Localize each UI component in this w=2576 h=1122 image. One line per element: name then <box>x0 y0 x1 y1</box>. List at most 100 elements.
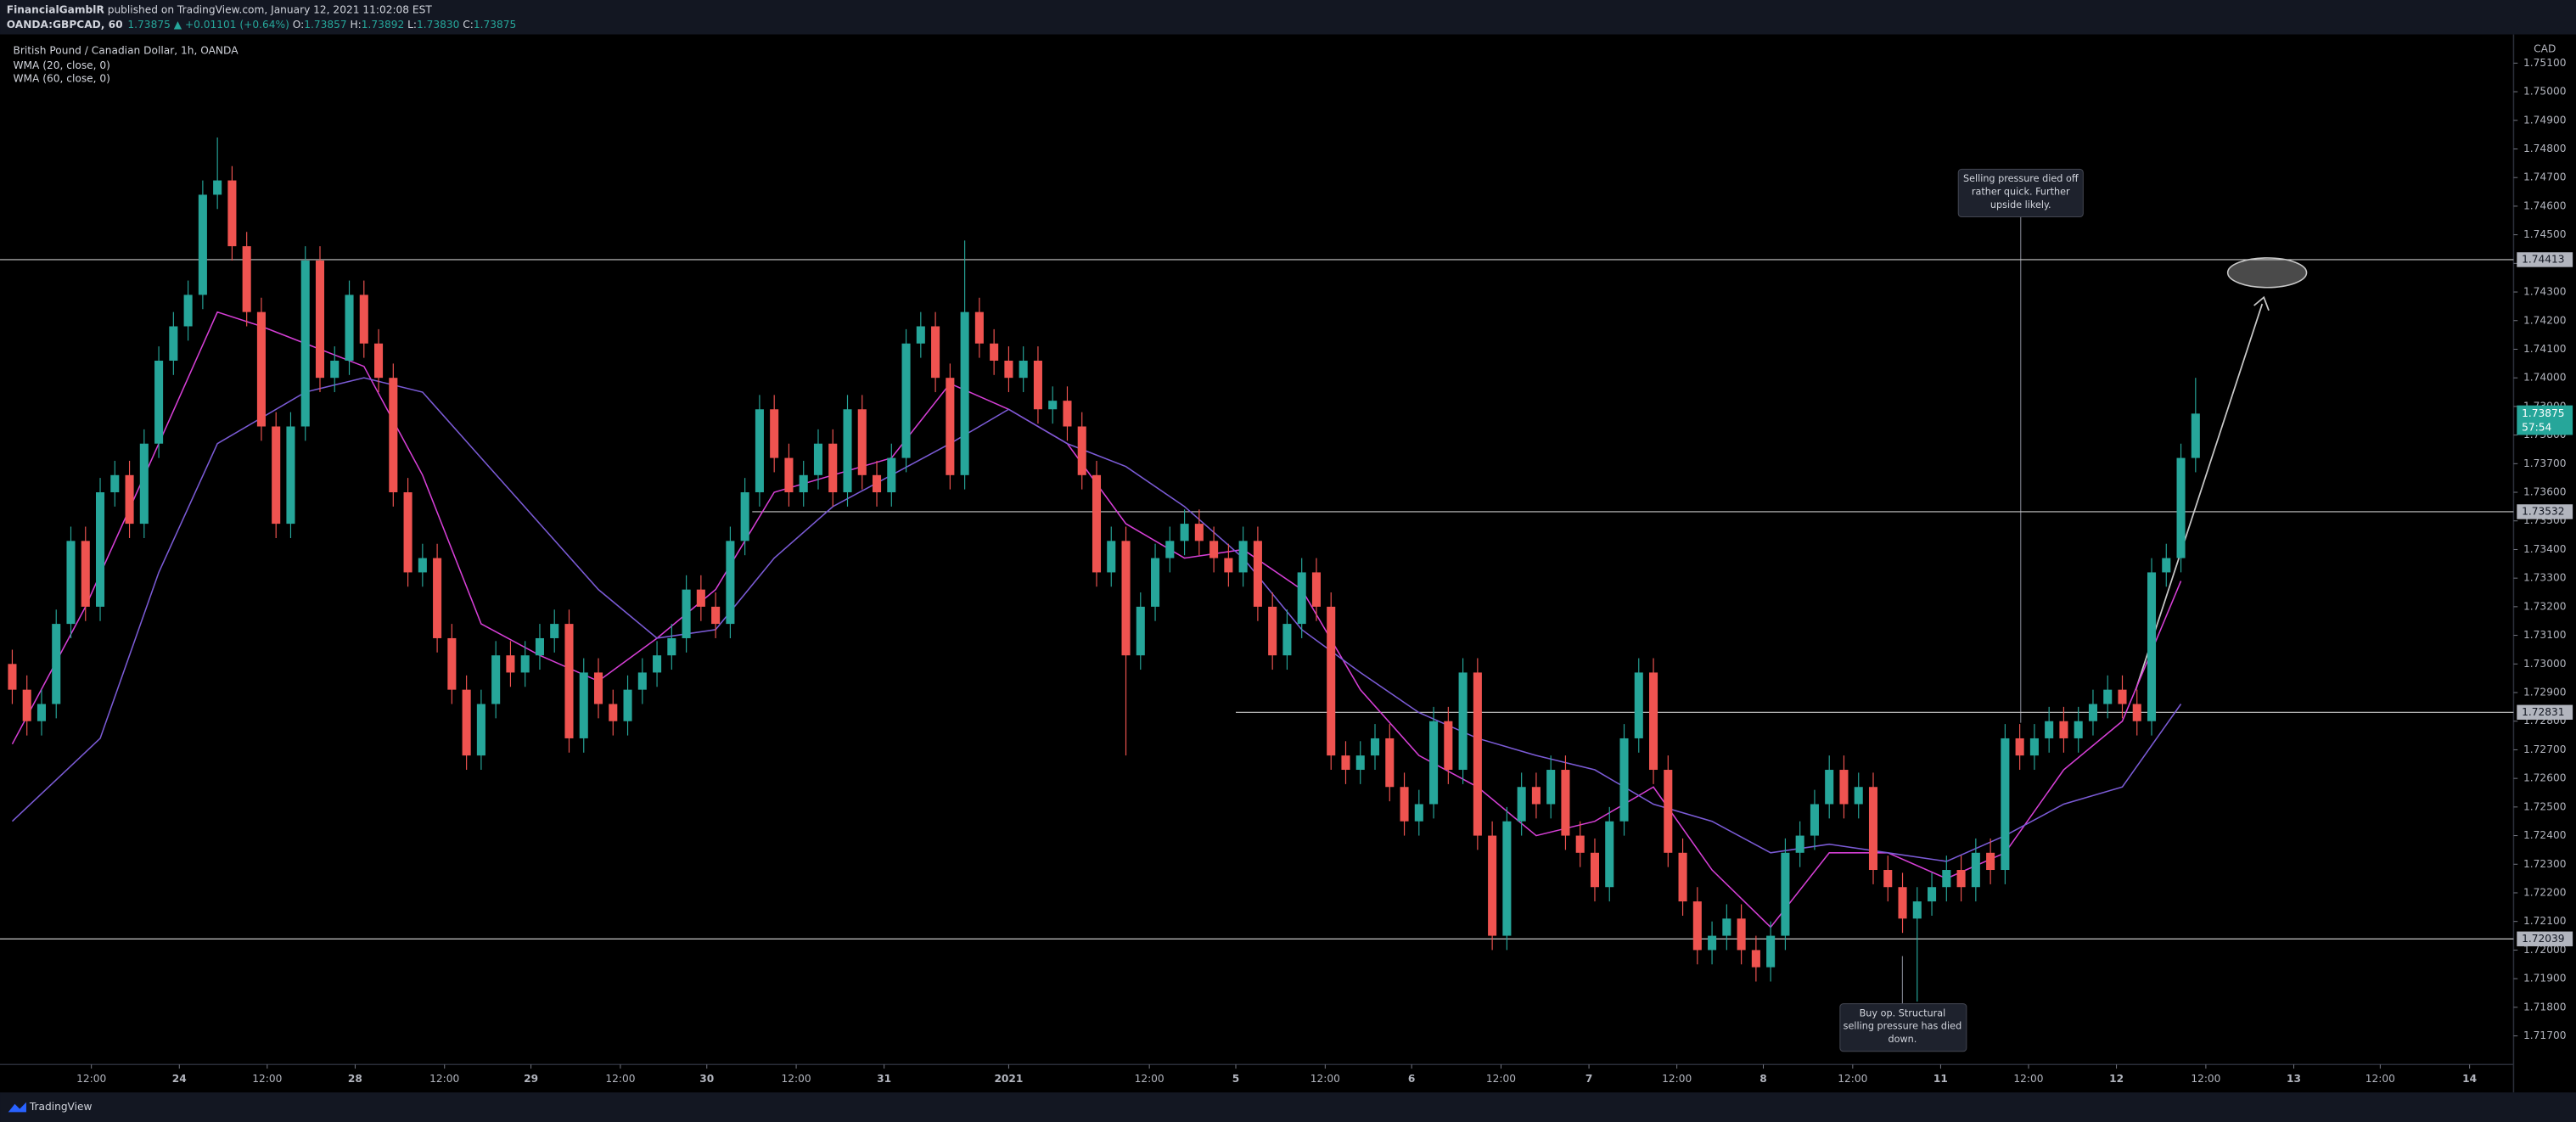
level-price: 1.73532 <box>2522 505 2564 517</box>
candle-body <box>1722 918 1731 936</box>
candle-body <box>931 326 940 379</box>
candle-body <box>447 637 457 690</box>
candle-body <box>22 689 31 721</box>
candle-body <box>1839 770 1849 805</box>
candle-body <box>609 704 618 721</box>
x-tick-label: 12:00 <box>2366 1073 2395 1085</box>
candle-body <box>1575 835 1585 853</box>
candle-body <box>1414 804 1423 822</box>
candle-body <box>433 558 442 638</box>
candle-body <box>2162 558 2171 573</box>
candle-body <box>887 457 896 493</box>
candle-body <box>1473 672 1482 836</box>
candle-body <box>2118 689 2127 704</box>
y-tick-label: 1.72100 <box>2523 915 2566 927</box>
last-price-box <box>2517 405 2573 435</box>
candle-body <box>1692 901 1702 951</box>
annotation-box <box>1839 1003 1967 1052</box>
candle-body <box>2147 572 2157 721</box>
candle-body <box>1077 426 1086 475</box>
candle-body <box>1151 558 1160 607</box>
legend-entry: WMA (20, close, 0) <box>13 59 109 71</box>
stat-label: H: <box>351 19 362 31</box>
x-tick-label: 12:00 <box>2191 1073 2220 1085</box>
x-tick-label: 12:00 <box>252 1073 282 1085</box>
candle-body <box>755 409 764 493</box>
y-tick-label: 1.73100 <box>2523 629 2566 641</box>
x-tick-label: 29 <box>524 1073 538 1085</box>
logo-shape <box>8 1102 26 1113</box>
y-tick-label: 1.72600 <box>2523 772 2566 784</box>
y-tick-label: 1.74000 <box>2523 372 2566 384</box>
candle-body <box>2059 721 2068 738</box>
candle-body <box>520 655 530 673</box>
candle-body <box>1912 901 1922 919</box>
published: published on TradingView.com, January 12… <box>108 3 433 15</box>
candle-body <box>1385 738 1395 788</box>
candle-body <box>389 378 398 493</box>
candle-body <box>154 360 164 444</box>
y-tick-label: 1.73400 <box>2523 543 2566 555</box>
price-axis <box>2513 34 2576 1093</box>
x-tick-label: 12:00 <box>1135 1073 1165 1085</box>
candle-body <box>1107 541 1116 573</box>
annotation-text: Selling pressure died off <box>1963 173 2079 184</box>
annotation-text: down. <box>1888 1034 1917 1045</box>
stat-value: 1.73875 <box>474 19 516 31</box>
candle-body <box>418 558 427 573</box>
level-price: 1.74413 <box>2522 253 2564 265</box>
candle-body <box>828 443 838 493</box>
x-tick-label: 31 <box>877 1073 891 1085</box>
header-line: FinancialGamblR published on TradingView.… <box>7 3 433 15</box>
candle-body <box>2176 457 2186 558</box>
candle-body <box>1136 606 1145 656</box>
candle-body <box>1355 755 1365 771</box>
x-tick-label: 24 <box>172 1073 187 1085</box>
change: ▲ +0.01101 (+0.64%) <box>174 19 289 31</box>
x-tick-label: 12:00 <box>76 1073 106 1085</box>
candle-body <box>1092 474 1102 573</box>
footer-brand: TradingView <box>29 1101 93 1113</box>
candle-body <box>8 664 17 690</box>
candle-body <box>843 409 852 493</box>
annotation-text: Buy op. Structural <box>1860 1007 1946 1018</box>
candle-body <box>872 474 882 493</box>
x-tick-label: 5 <box>1232 1073 1239 1085</box>
stat-label: C: <box>463 19 474 31</box>
candle-body <box>345 295 354 361</box>
candle-body <box>653 655 662 673</box>
x-tick-label: 8 <box>1759 1073 1766 1085</box>
candle-body <box>1063 401 1072 427</box>
candle-body <box>330 360 340 379</box>
candle-body <box>1282 624 1292 656</box>
footer-bar <box>0 1092 2576 1122</box>
y-tick-label: 1.75000 <box>2523 86 2566 98</box>
x-tick-label: 12:00 <box>2013 1073 2043 1085</box>
candle-body <box>593 672 603 704</box>
x-tick-label: 13 <box>2287 1073 2301 1085</box>
candle-body <box>637 672 647 690</box>
candle-body <box>374 343 384 379</box>
candle-body <box>1253 541 1262 607</box>
candle-body <box>682 589 691 638</box>
candle-body <box>1751 950 1760 968</box>
candle-body <box>2103 689 2113 704</box>
candle-body <box>813 443 823 475</box>
candle-body <box>2045 721 2054 738</box>
symbol-line: OANDA:GBPCAD, 60 1.73875 ▲ +0.01101 (+0.64… <box>7 19 517 31</box>
countdown: 57:54 <box>2522 421 2551 433</box>
candle-body <box>300 260 310 427</box>
candle-body <box>1165 541 1175 558</box>
candle-body <box>1033 360 1042 410</box>
y-tick-label: 1.73200 <box>2523 600 2566 612</box>
candle-body <box>1781 852 1790 936</box>
annotation-text: upside likely. <box>1990 199 2051 210</box>
candle-body <box>1224 558 1233 573</box>
candle-body <box>139 443 149 525</box>
target-ellipse <box>2226 257 2308 289</box>
candle-body <box>726 541 735 625</box>
candle-body <box>1327 606 1336 756</box>
y-tick-label: 1.71700 <box>2523 1029 2566 1041</box>
